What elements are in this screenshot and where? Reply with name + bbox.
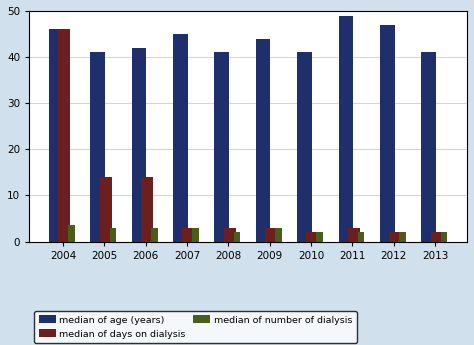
Bar [275,228,282,242]
Bar [109,228,116,242]
Bar [182,228,194,242]
Bar [348,228,360,242]
Bar [68,225,75,241]
Bar [265,228,277,242]
Bar [234,232,240,241]
Bar [358,232,365,241]
Bar [440,232,447,241]
Bar [151,228,157,242]
Bar [380,25,394,242]
Bar [91,52,105,241]
Bar [214,52,229,241]
Bar [399,232,406,241]
Bar [338,16,353,241]
Bar [224,228,236,242]
Bar [317,232,323,241]
Bar [100,177,111,242]
Legend: median of age (years), median of days on dialysis, median of number of dialysis: median of age (years), median of days on… [34,311,357,343]
Bar [173,34,188,242]
Bar [256,39,270,242]
Bar [389,232,401,241]
Bar [49,29,64,242]
Bar [132,48,146,242]
Bar [307,232,319,241]
Bar [58,29,70,242]
Bar [141,177,153,242]
Bar [297,52,312,241]
Bar [192,228,199,242]
Bar [421,52,436,241]
Bar [430,232,443,241]
